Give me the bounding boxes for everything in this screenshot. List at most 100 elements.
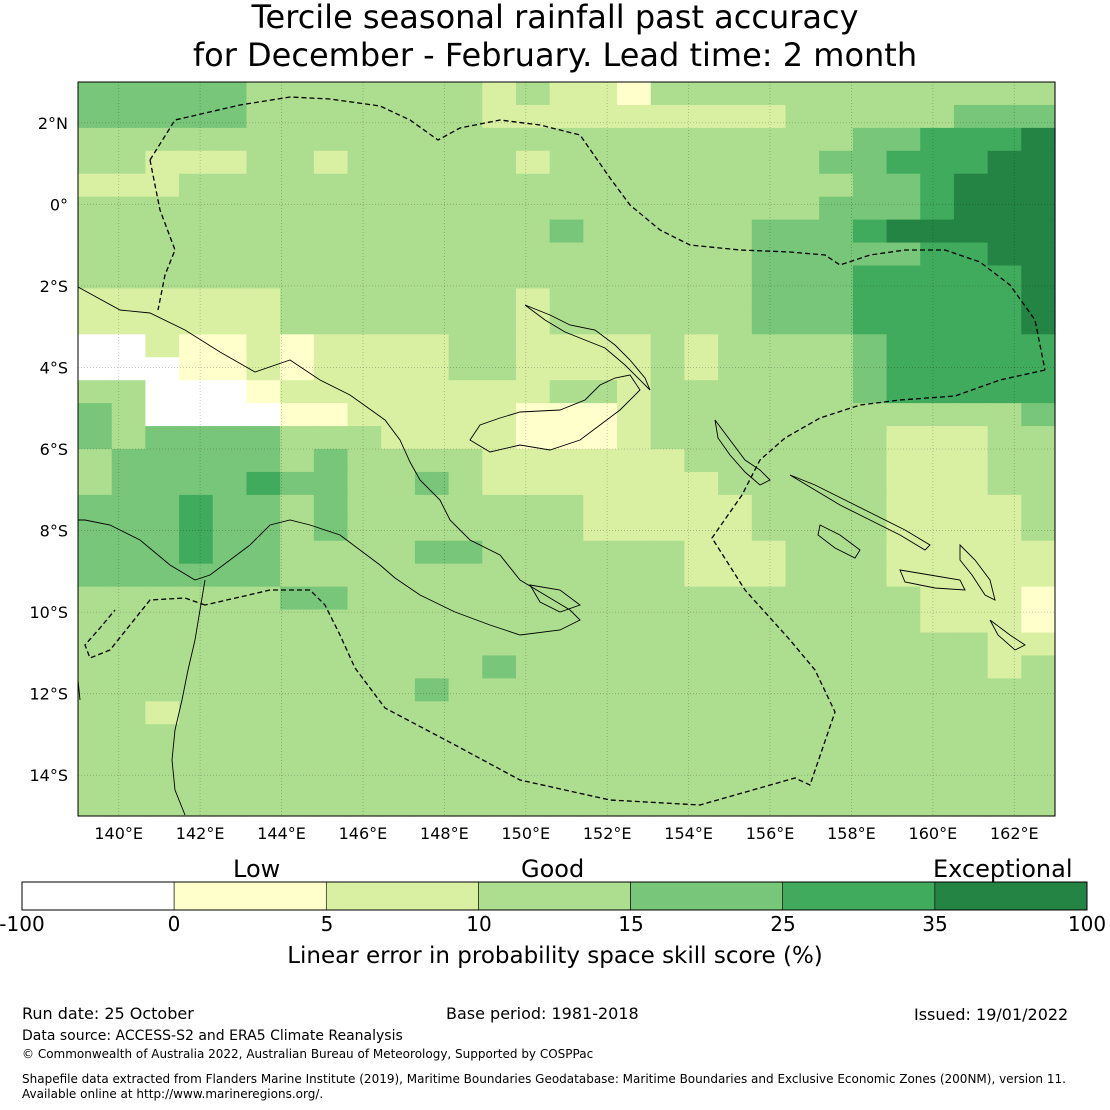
- grid-cell: [953, 701, 989, 725]
- grid-cell: [111, 104, 146, 129]
- grid-cell: [583, 426, 618, 450]
- grid-cell: [414, 219, 450, 244]
- grid-cell: [751, 724, 787, 748]
- grid-cell: [1021, 127, 1056, 152]
- grid-cell: [886, 288, 921, 312]
- chart-title-line2: for December - February. Lead time: 2 mo…: [192, 36, 918, 74]
- grid-cell: [212, 563, 248, 588]
- grid-cell: [617, 678, 652, 702]
- colorbar-category-good: Good: [521, 855, 585, 883]
- grid-cell: [852, 517, 888, 542]
- grid-cell: [583, 655, 618, 679]
- grid-cell: [414, 632, 450, 657]
- grid-cell: [515, 609, 551, 634]
- grid-cell: [78, 196, 113, 221]
- grid-cell: [381, 380, 416, 404]
- grid-cell: [617, 770, 652, 794]
- grid-cell: [819, 724, 854, 748]
- grid-cell: [212, 150, 248, 175]
- grid-cell: [313, 609, 349, 634]
- grid-cell: [852, 586, 888, 611]
- grid-cell: [718, 380, 753, 404]
- grid-cell: [953, 747, 989, 771]
- grid-cell: [583, 586, 618, 611]
- copyright: © Commonwealth of Australia 2022, Austra…: [22, 1047, 594, 1061]
- grid-cell: [78, 357, 113, 381]
- grid-cell: [785, 563, 820, 588]
- grid-cell: [617, 701, 652, 725]
- grid-cell: [381, 678, 416, 702]
- grid-cell: [414, 770, 450, 794]
- grid-cell: [381, 563, 416, 588]
- grid-cell: [684, 150, 719, 175]
- grid-cell: [179, 701, 214, 725]
- grid-cell: [549, 288, 584, 312]
- grid-cell: [145, 494, 180, 519]
- grid-cell: [515, 471, 551, 496]
- grid-cell: [280, 426, 315, 450]
- grid-cell: [78, 632, 113, 657]
- grid-cell: [78, 242, 113, 267]
- colorbar-tick-label: 100: [1067, 912, 1107, 936]
- grid-cell: [953, 104, 989, 129]
- grid-cell: [111, 357, 146, 381]
- grid-cell: [785, 82, 820, 106]
- plot-frame: [77, 81, 1056, 817]
- grid-cell: [448, 196, 483, 221]
- grid-cell: [987, 150, 1022, 175]
- grid-cell: [482, 655, 517, 679]
- grid-cell: [852, 770, 888, 794]
- grid-cell: [78, 701, 113, 725]
- grid-cell: [785, 173, 820, 198]
- grid-cell: [617, 494, 652, 519]
- grid-cell: [78, 127, 113, 152]
- grid-cell: [583, 770, 618, 794]
- grid-cell: [819, 701, 854, 725]
- grid-cell: [1021, 357, 1056, 381]
- colorbar-tick-label: 5: [320, 912, 334, 936]
- grid-cell: [347, 127, 382, 152]
- grid-cell: [246, 747, 281, 771]
- grid-cell: [785, 127, 820, 152]
- grid-cell: [920, 563, 955, 588]
- grid-cell: [819, 403, 854, 427]
- grid-cell: [987, 403, 1022, 427]
- grid-cell: [179, 747, 214, 771]
- grid-cell: [111, 540, 146, 565]
- grid-cell: [718, 701, 753, 725]
- grid-cell: [987, 793, 1022, 817]
- grid-cell: [751, 770, 787, 794]
- grid-cell: [246, 471, 281, 496]
- grid-cell: [212, 540, 248, 565]
- grid-cell: [381, 724, 416, 748]
- grid-cell: [381, 770, 416, 794]
- grid-cell: [617, 609, 652, 634]
- grid-cell: [448, 426, 483, 450]
- grid-cell: [347, 82, 382, 106]
- grid-cell: [111, 242, 146, 267]
- grid-cell: [886, 540, 921, 565]
- grid-cell: [650, 242, 686, 267]
- grid-cell: [145, 173, 180, 198]
- grid-cell: [819, 563, 854, 588]
- grid-cell: [347, 586, 382, 611]
- grid-cell: [751, 471, 787, 496]
- grid-cell: [751, 334, 787, 358]
- grid-cell: [212, 655, 248, 679]
- grid-cell: [583, 311, 618, 335]
- grid-cell: [852, 127, 888, 152]
- grid-cell: [549, 701, 584, 725]
- grid-cell: [111, 449, 146, 473]
- grid-cell: [987, 609, 1022, 634]
- grid-cell: [583, 563, 618, 588]
- grid-cell: [515, 632, 551, 657]
- grid-cell: [381, 793, 416, 817]
- grid-cell: [212, 471, 248, 496]
- grid-cell: [684, 609, 719, 634]
- grid-cell: [920, 494, 955, 519]
- grid-cell: [953, 334, 989, 358]
- grid-cell: [684, 242, 719, 267]
- grid-cell: [414, 82, 450, 106]
- grid-cell: [280, 655, 315, 679]
- grid-cell: [785, 242, 820, 267]
